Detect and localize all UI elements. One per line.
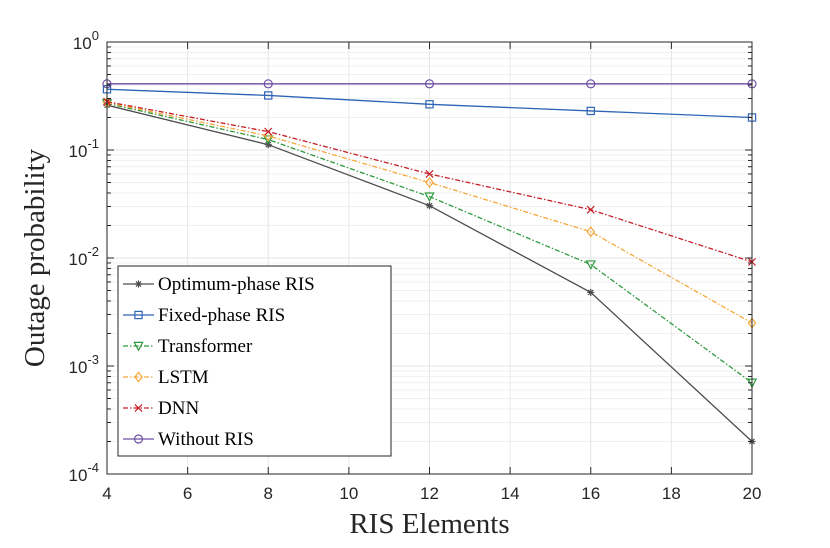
y-tick-label: 100 [73, 28, 99, 53]
x-tick-label: 20 [743, 484, 762, 503]
legend-entry: Transformer [123, 336, 253, 357]
data-point-marker [264, 91, 273, 100]
legend-entry: DNN [123, 398, 199, 419]
x-tick-label: 14 [501, 484, 520, 503]
x-axis-title: RIS Elements [349, 508, 509, 540]
legend-marker [134, 280, 143, 288]
data-point-marker [264, 127, 273, 136]
y-axis-title: Outage probability [19, 148, 51, 367]
series-line [106, 88, 753, 119]
x-tick-label: 4 [102, 484, 111, 503]
data-point-marker [587, 288, 595, 297]
data-point-marker [424, 192, 435, 203]
legend-marker [134, 403, 143, 413]
y-tick-label: 10-2 [69, 244, 99, 269]
data-point-marker [586, 205, 595, 214]
data-point-marker [425, 169, 434, 178]
data-point-marker [424, 79, 435, 89]
x-tick-label: 8 [264, 484, 273, 503]
x-tick-label: 18 [662, 484, 681, 503]
x-tick-label: 12 [420, 484, 439, 503]
legend-marker [133, 434, 144, 444]
series-lines [101, 79, 758, 446]
legend-marker [133, 341, 144, 352]
series-line [106, 101, 753, 263]
series-line [106, 102, 753, 384]
data-point-marker [586, 106, 595, 116]
legend-label: Transformer [158, 336, 253, 357]
series-line [106, 101, 753, 324]
legend-marker [134, 371, 143, 383]
legend-entry: LSTM [123, 367, 209, 388]
data-point-marker [425, 176, 434, 189]
x-tick-label: 16 [581, 484, 600, 503]
data-point-marker [585, 260, 596, 270]
x-tick-label: 6 [183, 484, 192, 503]
legend-label: DNN [158, 398, 199, 419]
legend: Optimum-phase RIS Fixed-phase RIS Transfor… [117, 265, 392, 457]
legend-label: Optimum-phase RIS [158, 274, 315, 295]
legend-marker [134, 310, 143, 320]
y-tick-label: 10-1 [69, 136, 99, 161]
x-tick-label: 10 [339, 484, 358, 503]
legend-entry: Optimum-phase RIS [123, 274, 315, 295]
data-point-marker [586, 226, 596, 238]
ticks: 4 6 8 10 12 14 16 18 20 100 10-1 10-2 10-3 10-4 [69, 28, 762, 503]
legend-label: LSTM [158, 367, 209, 388]
data-point-marker [263, 79, 273, 89]
data-point-marker [586, 79, 596, 89]
legend-entry: Without RIS [123, 429, 254, 450]
y-tick-label: 10-3 [69, 352, 99, 377]
legend-entry: Fixed-phase RIS [123, 305, 285, 326]
legend-label: Without RIS [158, 429, 254, 450]
y-tick-label: 10-4 [69, 460, 99, 485]
series-dnn [102, 97, 757, 266]
legend-box [117, 265, 392, 457]
data-point-marker [425, 100, 434, 109]
data-point-marker [425, 202, 434, 210]
legend-label: Fixed-phase RIS [158, 305, 285, 326]
